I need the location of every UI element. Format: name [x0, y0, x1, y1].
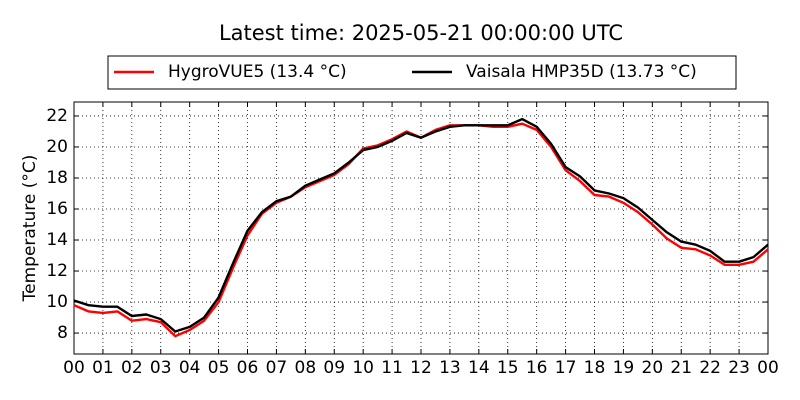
x-tick-label: 03	[150, 358, 172, 378]
x-tick-label: 22	[699, 358, 721, 378]
legend-label: Vaisala HMP35D (13.73 °C)	[466, 62, 697, 82]
x-tick-label: 01	[92, 358, 114, 378]
x-tick-label: 08	[295, 358, 317, 378]
x-tick-label: 20	[642, 358, 664, 378]
y-tick-label: 16	[46, 199, 68, 219]
x-tick-label: 13	[439, 358, 461, 378]
series-line	[73, 117, 769, 333]
plot-frame	[73, 101, 769, 355]
x-tick-label: 15	[497, 358, 519, 378]
x-tick-label: 11	[381, 358, 403, 378]
x-tick-label: 00	[757, 358, 779, 378]
x-tick-label: 00	[63, 358, 85, 378]
y-tick-label: 12	[46, 261, 68, 281]
y-tick-label: 10	[46, 292, 68, 312]
x-tick-label: 04	[179, 358, 201, 378]
chart-title: Latest time: 2025-05-21 00:00:00 UTC	[219, 21, 623, 45]
y-tick-label: 22	[46, 106, 68, 126]
x-tick-label: 17	[555, 358, 577, 378]
x-tick-label: 06	[237, 358, 259, 378]
x-tick-label: 10	[352, 358, 374, 378]
x-tick-label: 02	[121, 358, 143, 378]
x-tick-label: 23	[728, 358, 750, 378]
y-tick-label: 18	[46, 168, 68, 188]
x-tick-label: 14	[468, 358, 490, 378]
y-tick-label: 14	[46, 230, 68, 250]
y-axis-label: Temperature (°C)	[20, 155, 40, 303]
x-tick-label: 05	[208, 358, 230, 378]
legend-label: HygroVUE5 (13.4 °C)	[168, 62, 347, 82]
x-tick-label: 18	[584, 358, 606, 378]
x-tick-label: 07	[266, 358, 288, 378]
x-tick-label: 19	[613, 358, 635, 378]
y-tick-label: 20	[46, 137, 68, 157]
x-tick-label: 09	[323, 358, 345, 378]
x-tick-label: 12	[410, 358, 432, 378]
x-tick-label: 16	[526, 358, 548, 378]
y-tick-label: 8	[57, 323, 68, 343]
x-tick-label: 21	[670, 358, 692, 378]
